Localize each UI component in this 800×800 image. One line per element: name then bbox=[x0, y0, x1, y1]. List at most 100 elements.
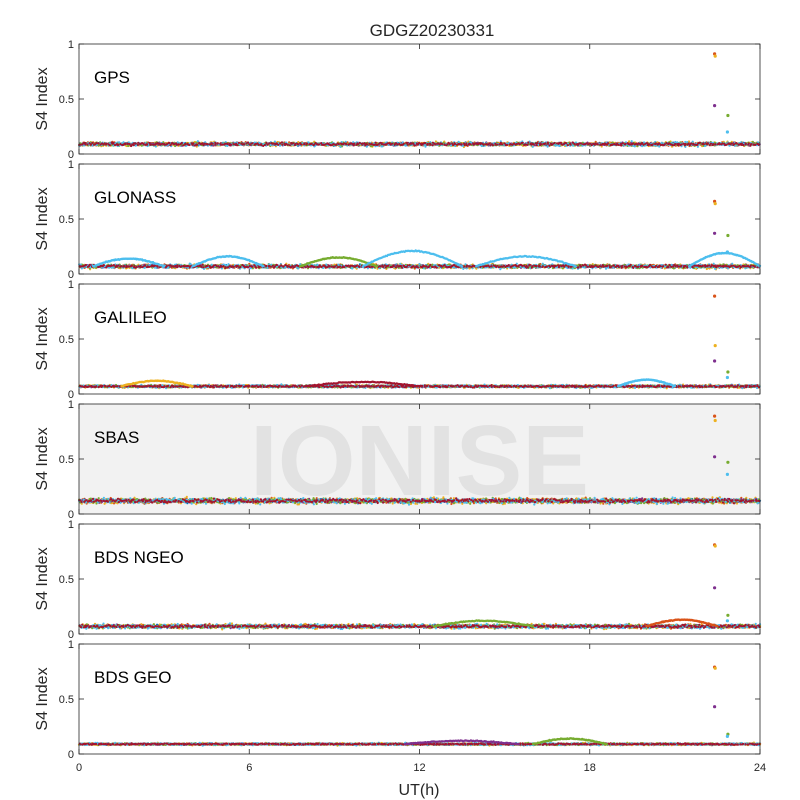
data-point bbox=[432, 144, 434, 146]
data-point bbox=[258, 144, 260, 146]
data-point bbox=[124, 143, 126, 145]
data-point bbox=[597, 143, 599, 145]
data-point bbox=[674, 143, 676, 145]
data-point bbox=[521, 142, 523, 144]
data-point bbox=[754, 144, 756, 146]
data-point bbox=[460, 144, 462, 146]
data-point bbox=[117, 144, 119, 146]
data-point bbox=[555, 145, 557, 147]
data-point bbox=[748, 142, 750, 144]
data-point bbox=[214, 142, 216, 144]
data-point bbox=[407, 144, 409, 146]
data-point bbox=[297, 143, 299, 145]
data-point bbox=[697, 146, 699, 148]
y-tick-label: 0.5 bbox=[59, 94, 74, 106]
data-point bbox=[112, 142, 114, 144]
data-point bbox=[655, 142, 657, 144]
data-point bbox=[710, 143, 712, 145]
data-point bbox=[338, 143, 340, 145]
data-point bbox=[339, 146, 341, 148]
data-point bbox=[82, 143, 84, 145]
data-point bbox=[684, 141, 686, 143]
data-point bbox=[343, 142, 345, 144]
data-point bbox=[466, 144, 468, 146]
data-point bbox=[301, 143, 303, 145]
data-point bbox=[565, 142, 567, 144]
data-point bbox=[91, 142, 93, 144]
data-point bbox=[648, 143, 650, 145]
data-point bbox=[143, 143, 145, 145]
data-point bbox=[526, 144, 528, 146]
data-point bbox=[470, 143, 472, 145]
data-point bbox=[197, 140, 199, 142]
data-point bbox=[707, 142, 709, 144]
data-point bbox=[85, 142, 87, 144]
data-point bbox=[366, 143, 368, 145]
data-point bbox=[715, 143, 717, 145]
data-point bbox=[745, 143, 747, 145]
data-point bbox=[217, 142, 219, 144]
data-point bbox=[178, 143, 180, 145]
data-point bbox=[196, 144, 198, 146]
data-point bbox=[536, 144, 538, 146]
data-point bbox=[332, 143, 334, 145]
data-point bbox=[268, 142, 270, 144]
data-point bbox=[607, 142, 609, 144]
data-point bbox=[119, 143, 121, 145]
data-point bbox=[345, 143, 347, 145]
data-point bbox=[644, 143, 646, 145]
data-point bbox=[501, 143, 503, 145]
data-point bbox=[558, 145, 560, 147]
data-point bbox=[403, 143, 405, 145]
data-point bbox=[106, 143, 108, 145]
data-point bbox=[238, 142, 240, 144]
data-point bbox=[548, 144, 550, 146]
data-point bbox=[624, 143, 626, 145]
data-point bbox=[230, 144, 232, 146]
data-point bbox=[184, 143, 186, 145]
data-point bbox=[618, 144, 620, 146]
data-point bbox=[665, 142, 667, 144]
data-point bbox=[173, 143, 175, 145]
data-point bbox=[464, 144, 466, 146]
data-point bbox=[424, 142, 426, 144]
data-point bbox=[489, 142, 491, 144]
data-point bbox=[243, 143, 245, 145]
data-point bbox=[287, 144, 289, 146]
data-point bbox=[547, 143, 549, 145]
data-point bbox=[306, 143, 308, 145]
data-point bbox=[567, 144, 569, 146]
data-point bbox=[441, 143, 443, 145]
data-point bbox=[109, 144, 111, 146]
y-tick-label: 1 bbox=[68, 39, 74, 51]
data-point bbox=[391, 143, 393, 145]
data-point bbox=[274, 141, 276, 143]
data-point bbox=[375, 142, 377, 144]
data-point bbox=[674, 141, 676, 143]
data-point bbox=[192, 142, 194, 144]
data-point bbox=[394, 144, 396, 146]
data-point bbox=[532, 146, 534, 148]
data-point bbox=[80, 144, 82, 146]
data-point bbox=[703, 143, 705, 145]
data-point bbox=[318, 143, 320, 145]
data-point bbox=[536, 142, 538, 144]
data-point bbox=[570, 144, 572, 146]
data-point bbox=[289, 144, 291, 146]
data-point bbox=[631, 140, 633, 142]
data-point bbox=[251, 142, 253, 144]
data-point bbox=[681, 143, 683, 145]
data-point bbox=[692, 141, 694, 143]
data-point bbox=[277, 144, 279, 146]
data-point bbox=[553, 142, 555, 144]
data-point bbox=[133, 144, 135, 146]
data-point bbox=[281, 144, 283, 146]
data-point bbox=[181, 142, 183, 144]
data-point bbox=[454, 143, 456, 145]
data-point bbox=[129, 143, 131, 145]
data-point bbox=[146, 144, 148, 146]
spike-point bbox=[714, 55, 717, 58]
data-point bbox=[212, 143, 214, 145]
